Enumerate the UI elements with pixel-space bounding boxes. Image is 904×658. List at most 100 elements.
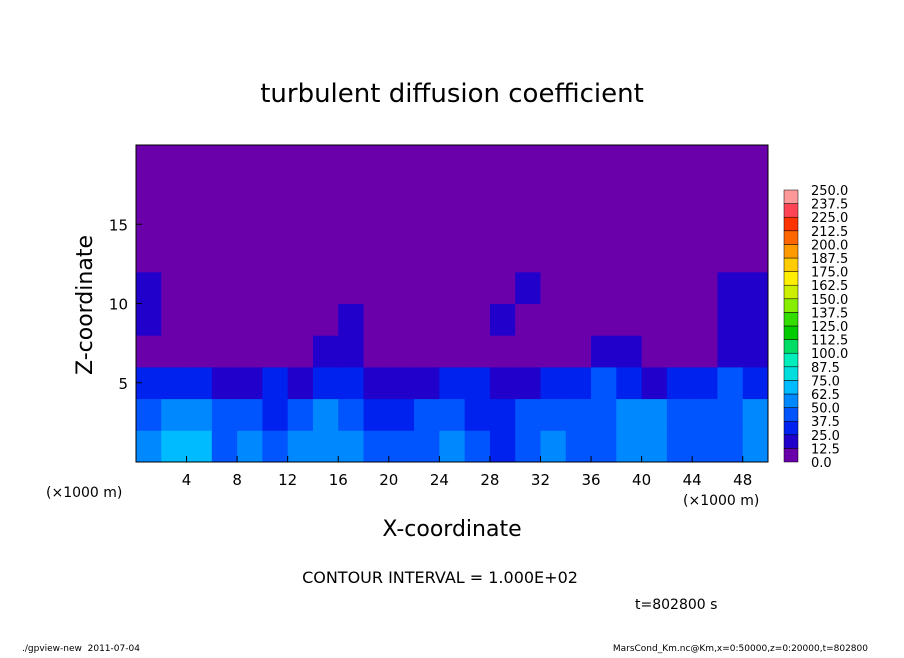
cell [312,145,339,178]
cell [338,366,365,400]
cell [186,303,213,336]
cell [591,271,617,304]
cell [717,208,744,241]
cell [211,398,238,431]
cell [186,398,213,431]
x-tick-label: 32 [531,471,550,489]
cell [338,303,365,336]
cell [464,208,491,241]
y-tick-label: 15 [109,216,128,234]
colorbar-segment [783,298,799,313]
cell [414,208,440,241]
cell [692,176,718,209]
cell [186,208,213,241]
cell [388,176,415,209]
cell [565,271,592,304]
colorbar-segment [783,312,799,327]
cell [338,240,365,273]
cell [540,271,567,304]
cell [363,303,390,336]
colorbar-label: 100.0 [811,347,848,362]
colorbar-label: 175.0 [811,266,848,281]
colorbar-label: 87.5 [811,361,840,376]
x-tick-label: 24 [430,471,449,489]
cell [489,335,516,368]
cell [338,398,365,431]
colorbar-label: 237.5 [811,198,848,213]
cell [540,208,567,241]
cell [515,398,541,431]
cell [287,430,314,463]
cell [136,271,162,304]
cell [666,240,693,273]
cell [692,398,718,431]
cell [717,145,744,178]
cell [312,366,339,400]
cell [666,208,693,241]
colorbar-label: 0.0 [811,456,832,471]
cell [211,240,238,273]
cell [641,335,668,368]
cell [540,366,567,400]
cell [161,303,188,336]
cell [363,366,390,400]
cell [363,208,390,241]
cell [363,335,390,368]
cell [692,430,718,463]
cell [161,240,188,273]
colorbar-segment [783,352,799,368]
cell [312,335,339,368]
colorbar-segment [783,339,799,354]
cell [439,240,466,273]
x-axis-label: X-coordinate [382,517,521,542]
cell [161,366,188,400]
colorbar-segment [783,216,799,232]
x-tick-label: 16 [329,471,348,489]
cell [312,240,339,273]
cell [515,145,541,178]
cell [262,271,289,304]
cell [565,430,592,463]
cell [439,271,466,304]
cell [388,240,415,273]
cell [692,145,718,178]
cell [616,398,643,431]
cell [312,303,339,336]
cell [161,176,188,209]
colorbar-segment [783,271,799,286]
y-tick-label: 5 [118,375,128,393]
cell [262,240,289,273]
cell [464,398,491,431]
cell [439,176,466,209]
cell [287,176,314,209]
colorbar-label: 75.0 [811,374,840,389]
cell [616,208,643,241]
cell [161,271,188,304]
cell [641,145,668,178]
cell [742,271,769,304]
cell [464,240,491,273]
cell [363,398,390,431]
colorbar-segment [783,420,799,436]
colorbar-label: 187.5 [811,252,848,267]
cell [186,366,213,400]
cell [641,366,668,400]
cell [186,430,213,463]
cell [439,145,466,178]
cell [287,208,314,241]
x-tick-label: 40 [632,471,651,489]
colorbar-label: 12.5 [811,442,840,457]
cell [692,366,718,400]
x-tick-label: 20 [379,471,398,489]
cell [161,145,188,178]
x-tick-label: 28 [480,471,499,489]
cell [641,176,668,209]
colorbar-segment [783,448,799,463]
cell [616,145,643,178]
cell [338,430,365,463]
cell [666,271,693,304]
cell [666,398,693,431]
cell [616,240,643,273]
cell [136,176,162,209]
footer-right: MarsCond_Km.nc@Km,x=0:50000,z=0:20000,t=… [613,644,868,654]
